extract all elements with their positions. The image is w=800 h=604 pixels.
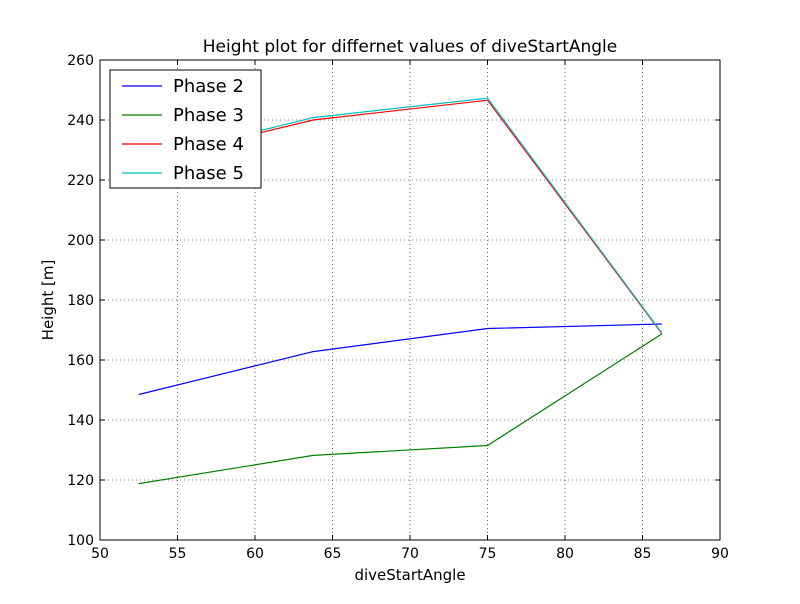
chart-title: Height plot for differnet values of dive… — [203, 37, 617, 57]
y-tick-label: 240 — [67, 113, 94, 129]
x-tick-label: 65 — [324, 546, 342, 562]
y-tick-label: 160 — [67, 353, 94, 369]
series-line-phase-2 — [138, 323, 662, 396]
series-line-phase-3 — [138, 333, 663, 485]
legend-label: Phase 5 — [173, 163, 244, 184]
y-tick-label: 180 — [67, 293, 94, 309]
axis-ticks: 50 55 60 65 70 75 80 85 90 100 120 140 160 180 200 220 2… — [67, 53, 729, 562]
y-tick-label: 220 — [67, 173, 94, 189]
legend-label: Phase 4 — [173, 134, 244, 155]
x-tick-label: 85 — [634, 546, 652, 562]
y-tick-label: 260 — [67, 53, 94, 69]
legend-label: Phase 2 — [173, 76, 244, 97]
y-tick-label: 100 — [67, 533, 94, 549]
x-tick-label: 50 — [91, 546, 109, 562]
y-tick-label: 120 — [67, 473, 94, 489]
legend-label: Phase 3 — [173, 105, 244, 126]
x-tick-label: 70 — [401, 546, 419, 562]
y-tick-label: 140 — [67, 413, 94, 429]
x-tick-label: 75 — [479, 546, 497, 562]
x-tick-label: 60 — [246, 546, 264, 562]
legend: Phase 2 Phase 3 Phase 4 Phase 5 — [109, 69, 262, 189]
y-axis-label: Height [m] — [39, 260, 57, 341]
y-tick-label: 200 — [67, 233, 94, 249]
x-tick-label: 80 — [556, 546, 574, 562]
legend-box — [109, 69, 262, 189]
x-tick-label: 55 — [169, 546, 187, 562]
x-axis-label: diveStartAngle — [354, 566, 465, 584]
x-tick-label: 90 — [711, 546, 729, 562]
